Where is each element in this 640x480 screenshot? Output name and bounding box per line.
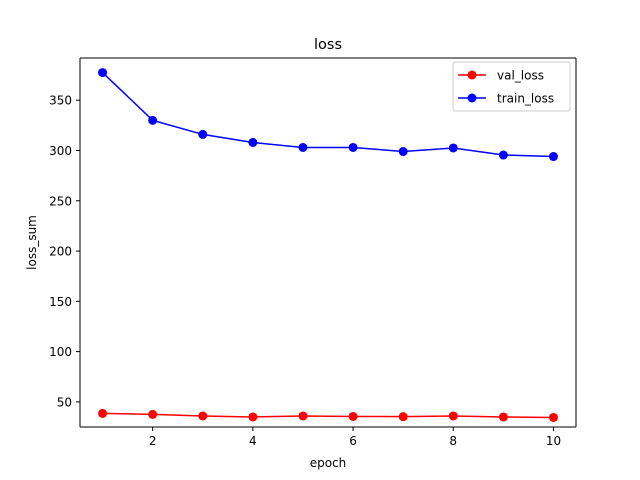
data-point-train_loss	[448, 143, 458, 153]
data-point-val_loss	[248, 412, 258, 422]
data-point-train_loss	[548, 152, 558, 162]
y-tick-label: 150	[49, 295, 72, 309]
x-ticks: 2 4 6 8 10	[149, 427, 561, 448]
series-line-train_loss	[102, 72, 554, 158]
x-tick-label: 2	[149, 434, 157, 448]
series-line-val_loss	[102, 412, 554, 419]
data-point-train_loss	[248, 137, 258, 147]
legend-label-train_loss: train_loss	[497, 92, 554, 106]
plot-area	[79, 57, 577, 428]
data-point-train_loss	[398, 147, 408, 157]
y-tick-label: 250	[49, 194, 72, 208]
data-point-train_loss	[348, 142, 358, 152]
data-point-val_loss	[148, 409, 158, 419]
data-point-val_loss	[198, 411, 208, 421]
data-point-val_loss	[548, 412, 558, 422]
series-layer	[98, 68, 558, 422]
data-point-val_loss	[398, 412, 408, 422]
data-point-val_loss	[348, 411, 358, 421]
legend: val_loss train_loss	[452, 61, 571, 112]
legend-marker-train_loss	[467, 93, 477, 103]
data-point-val_loss	[98, 408, 108, 418]
data-point-train_loss	[298, 142, 308, 152]
data-point-val_loss	[448, 411, 458, 421]
y-axis-label: loss_sum	[25, 215, 39, 270]
chart-title: loss	[314, 37, 342, 53]
y-tick-label: 300	[49, 144, 72, 158]
legend-label-val_loss: val_loss	[497, 69, 544, 83]
y-tick-label: 200	[49, 245, 72, 259]
x-tick-label: 10	[546, 434, 561, 448]
data-point-val_loss	[298, 411, 308, 421]
x-tick-label: 8	[449, 434, 457, 448]
data-point-train_loss	[98, 68, 108, 78]
data-point-train_loss	[198, 129, 208, 139]
x-tick-label: 4	[249, 434, 257, 448]
data-point-train_loss	[498, 150, 508, 160]
y-tick-label: 350	[49, 94, 72, 108]
y-ticks: 50 100 150 200 250 300 350	[49, 94, 80, 409]
y-tick-label: 50	[57, 395, 72, 409]
data-point-val_loss	[498, 412, 508, 422]
x-axis-label: epoch	[310, 456, 347, 470]
data-point-train_loss	[148, 115, 158, 125]
y-tick-label: 100	[49, 345, 72, 359]
x-tick-label: 6	[349, 434, 357, 448]
legend-marker-val_loss	[467, 70, 477, 80]
